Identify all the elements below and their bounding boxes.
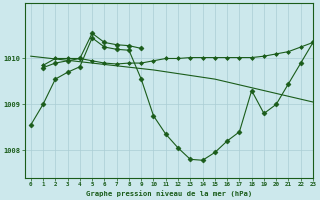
X-axis label: Graphe pression niveau de la mer (hPa): Graphe pression niveau de la mer (hPa) — [86, 190, 252, 197]
